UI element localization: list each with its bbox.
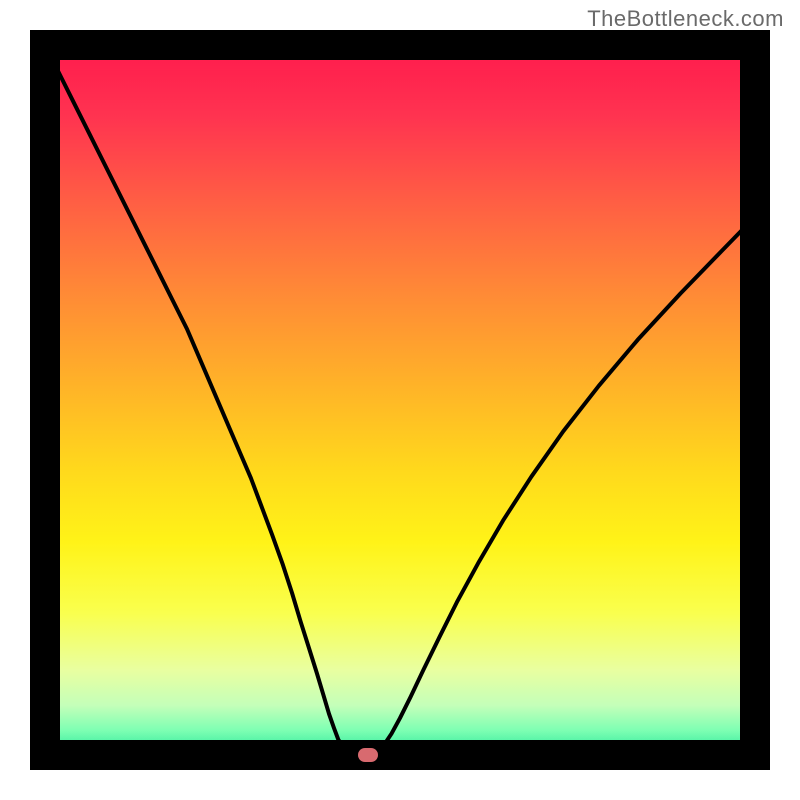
bottleneck-chart: TheBottleneck.com [0,0,800,800]
optimum-marker [358,748,378,762]
gradient-background [45,45,755,755]
watermark-label: TheBottleneck.com [587,6,784,32]
chart-canvas [0,0,800,800]
